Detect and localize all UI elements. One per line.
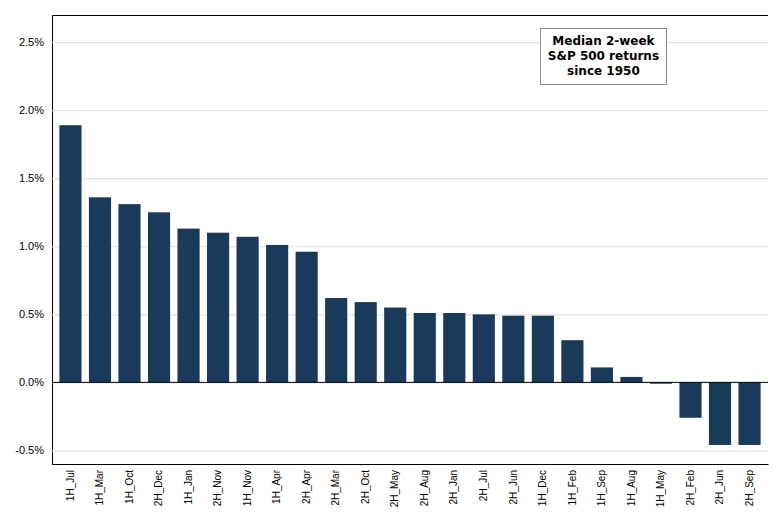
x-tick-label: 1H_Apr xyxy=(271,469,282,504)
zero-line xyxy=(52,382,768,383)
bar xyxy=(325,298,347,382)
x-tick-label: 1H_Feb xyxy=(567,470,578,506)
x-tick-label: 1H_Jan xyxy=(183,470,194,504)
x-axis: 1H_Jul 1H_Mar 1H_Oct 2H_Dec 1H_Jan 2H_Nov 1H_N… xyxy=(53,465,769,508)
bar xyxy=(355,302,377,382)
bar xyxy=(384,308,406,383)
bar xyxy=(89,197,111,382)
x-tick: 1H_Nov xyxy=(242,470,253,506)
x-tick: 2H_Apr xyxy=(301,469,312,504)
x-tick-label: 2H_Jan xyxy=(448,470,459,504)
x-tick: 2H_Dec xyxy=(153,470,164,506)
x-tick-label: 2H_Jun xyxy=(508,470,519,504)
x-tick-label: 2H_Dec xyxy=(153,470,164,506)
x-tick: 2H_Aug xyxy=(419,470,430,506)
x-tick: 1H_Dec xyxy=(537,470,548,506)
x-tick-label: 2H_Jul xyxy=(478,470,489,501)
y-tick-label: -0.5% xyxy=(15,444,44,456)
x-tick: 1H_Apr xyxy=(271,469,282,504)
x-tick-label: 2H_Mar xyxy=(330,469,341,505)
x-tick: 1H_Aug xyxy=(626,470,637,506)
x-tick: 2H_Jul xyxy=(478,470,489,501)
bar xyxy=(118,204,140,382)
bars xyxy=(59,125,760,445)
x-tick-label: 2H_Feb xyxy=(685,470,696,506)
y-tick-label: 2.0% xyxy=(19,104,44,116)
x-tick: 2H_Jun xyxy=(508,470,519,504)
x-tick: 2H_Mar xyxy=(330,469,341,505)
grid-line xyxy=(52,178,768,179)
bar xyxy=(709,382,731,445)
x-tick-label: 2H_Oct xyxy=(360,470,371,504)
x-tick-label: 1H_Mar xyxy=(94,469,105,505)
bar xyxy=(296,252,318,383)
bar xyxy=(237,237,259,383)
x-tick-label: 1H_Dec xyxy=(537,470,548,506)
bar xyxy=(502,316,524,383)
x-tick: 2H_Jan xyxy=(448,470,459,504)
x-tick-label: 1H_Sep xyxy=(596,470,607,507)
x-tick-label: 2H_May xyxy=(389,470,400,507)
x-tick-label: 2H_Sep xyxy=(744,470,755,507)
y-axis-line xyxy=(53,16,769,465)
y-tick-label: 0.0% xyxy=(19,376,44,388)
bar xyxy=(620,377,642,382)
x-tick: 1H_Mar xyxy=(94,469,105,505)
bar xyxy=(59,125,81,382)
x-tick: 1H_Jul xyxy=(65,470,76,501)
x-axis-line xyxy=(53,464,769,465)
annotation: Median 2-week S&P 500 returns since 1950 xyxy=(540,28,667,85)
x-tick: 2H_Feb xyxy=(685,470,696,506)
x-tick-label: 1H_Jul xyxy=(65,470,76,501)
y-tick-label: 2.5% xyxy=(19,36,44,48)
x-tick-label: 1H_Nov xyxy=(242,470,253,506)
y-tick-label: 0.5% xyxy=(19,308,44,320)
x-tick-label: 2H_Jun xyxy=(714,470,725,504)
x-tick: 1H_Feb xyxy=(567,470,578,506)
x-tick: 2H_Jun xyxy=(714,470,725,504)
x-tick: 2H_Oct xyxy=(360,470,371,504)
y-tick-label: 1.5% xyxy=(19,172,44,184)
bar xyxy=(738,382,760,445)
bar xyxy=(266,245,288,382)
bar xyxy=(414,313,436,382)
bar xyxy=(443,313,465,382)
x-tick: 1H_Oct xyxy=(124,470,135,504)
x-tick: 1H_Sep xyxy=(596,470,607,507)
bar xyxy=(561,340,583,382)
x-tick: 2H_Sep xyxy=(744,470,755,507)
x-tick-label: 1H_May xyxy=(655,470,666,507)
y-tick: -0.5% xyxy=(15,444,768,456)
grid-line xyxy=(52,110,768,111)
x-tick: 1H_Jan xyxy=(183,470,194,504)
x-tick-label: 1H_Oct xyxy=(124,470,135,504)
x-tick-label: 1H_Aug xyxy=(626,470,637,506)
x-tick: 2H_Nov xyxy=(212,470,223,506)
grid-line xyxy=(52,450,768,451)
plot-area: -0.5% 0.0% 0.5% 1.0% 1.5% 2.0% 2.5% 1H_Jul 1H_Ma… xyxy=(15,16,768,508)
bar xyxy=(177,229,199,383)
x-tick: 2H_May xyxy=(389,470,400,507)
bar xyxy=(532,316,554,383)
bar xyxy=(207,233,229,383)
y-tick: 1.5% xyxy=(19,172,768,184)
bar xyxy=(473,314,495,382)
y-axis: -0.5% 0.0% 0.5% 1.0% 1.5% 2.0% 2.5% xyxy=(15,16,768,465)
grid-line xyxy=(52,382,768,383)
x-tick-label: 2H_Nov xyxy=(212,470,223,506)
y-tick: 2.0% xyxy=(19,104,768,116)
bar xyxy=(148,212,170,382)
x-tick-label: 2H_Apr xyxy=(301,469,312,504)
bar xyxy=(679,382,701,417)
x-tick: 1H_May xyxy=(655,470,666,507)
y-tick-label: 1.0% xyxy=(19,240,44,252)
x-tick-label: 2H_Aug xyxy=(419,470,430,506)
bar xyxy=(591,367,613,382)
